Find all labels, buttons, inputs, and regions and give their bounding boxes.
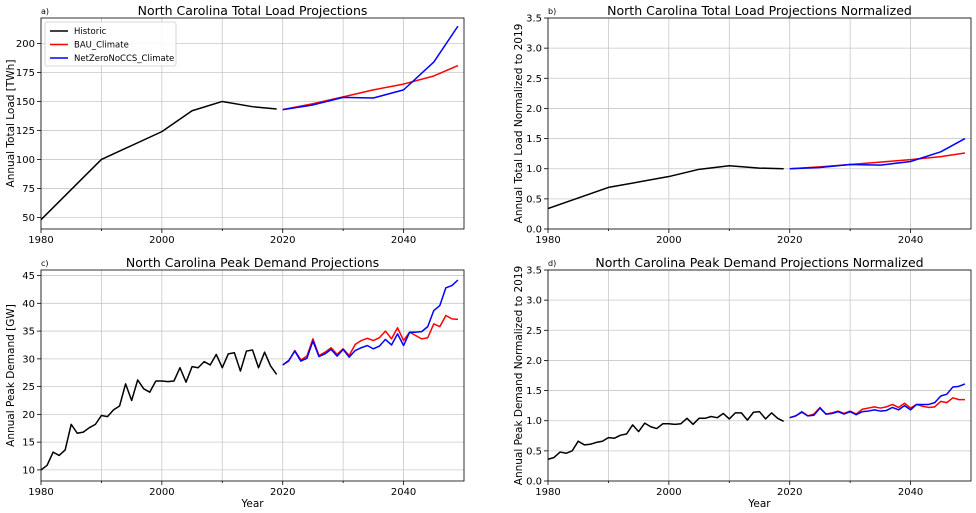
x-tick-label: 2020 [270, 235, 295, 246]
y-tick-label: 45 [22, 271, 35, 282]
y-tick-label: 2.5 [526, 74, 542, 85]
x-axis-label: Year [747, 498, 771, 510]
y-tick-label: 1.0 [526, 164, 542, 175]
chart-title: North Carolina Total Load Projections [138, 3, 368, 18]
series-line-historic [41, 349, 278, 471]
chart-title: North Carolina Peak Demand Projections [126, 255, 379, 270]
x-tick-label: 1980 [535, 487, 560, 498]
y-tick-label: 0.5 [526, 446, 542, 457]
x-tick-label: 2000 [656, 487, 681, 498]
legend-label: NetZeroNoCCS_Climate [74, 54, 174, 64]
x-tick-label: 2040 [898, 487, 923, 498]
x-axis-label: Year [240, 498, 264, 510]
y-tick-label: 3.0 [526, 44, 542, 55]
x-tick-label: 2020 [777, 235, 802, 246]
chart-title: North Carolina Total Load Projections No… [607, 3, 912, 18]
y-tick-label: 3.5 [526, 14, 542, 25]
y-tick-label: 75 [22, 184, 35, 195]
chart-panel-c: 1980 2000 2020 2040 10 15 20 25 30 35 40 45 c) North … [5, 255, 465, 510]
x-tick-label: 2000 [149, 235, 174, 246]
legend-label: Historic [74, 27, 107, 37]
panel-letter: b) [548, 7, 556, 16]
chart-panel-b: 1980 2000 2020 2040 0.0 0.5 1.0 1.5 2.0 2.5 3.0 3.5… [513, 3, 972, 246]
y-tick-label: 35 [22, 327, 35, 338]
y-tick-label: 2.5 [526, 326, 542, 337]
x-tick-label: 2040 [391, 487, 416, 498]
series-line-netzeronoccs-climate [789, 137, 966, 170]
chart-panel-d: 1980 2000 2020 2040 0.0 0.5 1.0 1.5 2.0 2.5 3.0 3.5… [513, 255, 972, 510]
plot-frame [40, 269, 465, 482]
series-line-netzeronoccs-climate [282, 25, 459, 111]
x-tick-label: 2020 [270, 487, 295, 498]
y-tick-label: 15 [22, 438, 35, 449]
y-tick-label: 1.5 [526, 134, 542, 145]
y-tick-label: 1.0 [526, 416, 542, 427]
panel-letter: a) [41, 7, 49, 16]
x-tick-label: 2000 [656, 235, 681, 246]
x-tick-label: 2020 [777, 487, 802, 498]
y-tick-label: 200 [16, 39, 35, 50]
y-tick-label: 100 [16, 155, 35, 166]
legend-label: BAU_Climate [74, 41, 129, 51]
plot-frame [547, 269, 972, 482]
series-line-historic [41, 100, 277, 221]
y-tick-label: 2.0 [526, 356, 542, 367]
y-tick-label: 2.0 [526, 104, 542, 115]
y-tick-label: 10 [22, 465, 35, 476]
y-tick-label: 30 [22, 354, 35, 365]
x-tick-label: 1980 [535, 235, 560, 246]
y-tick-label: 125 [16, 126, 35, 137]
series-line-historic [548, 410, 785, 461]
y-axis-label: Annual Total Load Normalized to 2019 [513, 24, 525, 224]
legend-box [44, 21, 177, 67]
panel-letter: d) [548, 259, 556, 268]
x-tick-label: 1980 [28, 487, 53, 498]
chart-title: North Carolina Peak Demand Projections N… [595, 255, 923, 270]
y-tick-label: 0.0 [526, 225, 542, 236]
y-tick-label: 3.0 [526, 296, 542, 307]
y-tick-label: 0.5 [526, 194, 542, 205]
x-tick-label: 2040 [391, 235, 416, 246]
y-axis-label: Annual Peak Demand Normalized to 2019 [513, 266, 525, 485]
y-tick-label: 25 [22, 382, 35, 393]
panel-letter: c) [41, 259, 49, 268]
x-tick-label: 2040 [898, 235, 923, 246]
y-tick-label: 3.5 [526, 266, 542, 277]
series-line-bau-climate [282, 64, 459, 111]
x-tick-label: 2000 [149, 487, 174, 498]
series-line-netzeronoccs-climate [282, 279, 459, 366]
x-tick-label: 1980 [28, 235, 53, 246]
y-tick-label: 150 [16, 97, 35, 108]
chart-panel-a: 1980 2000 2020 2040 50 75 100 125 150 175 200 a) Nor… [5, 3, 465, 246]
y-tick-label: 0.0 [526, 477, 542, 488]
y-tick-label: 50 [22, 213, 35, 224]
y-tick-label: 1.5 [526, 386, 542, 397]
y-tick-label: 40 [22, 299, 35, 310]
y-axis-label: Annual Total Load [TWh] [5, 60, 17, 188]
y-tick-label: 175 [16, 68, 35, 79]
y-axis-label: Annual Peak Demand [GW] [5, 304, 17, 447]
plot-frame [40, 17, 465, 230]
y-tick-label: 20 [22, 410, 35, 421]
series-line-historic [548, 164, 784, 210]
legend: Historic BAU_Climate NetZeroNoCCS_Climate [44, 21, 177, 67]
plot-frame [547, 17, 972, 230]
series-line-netzeronoccs-climate [789, 383, 966, 419]
